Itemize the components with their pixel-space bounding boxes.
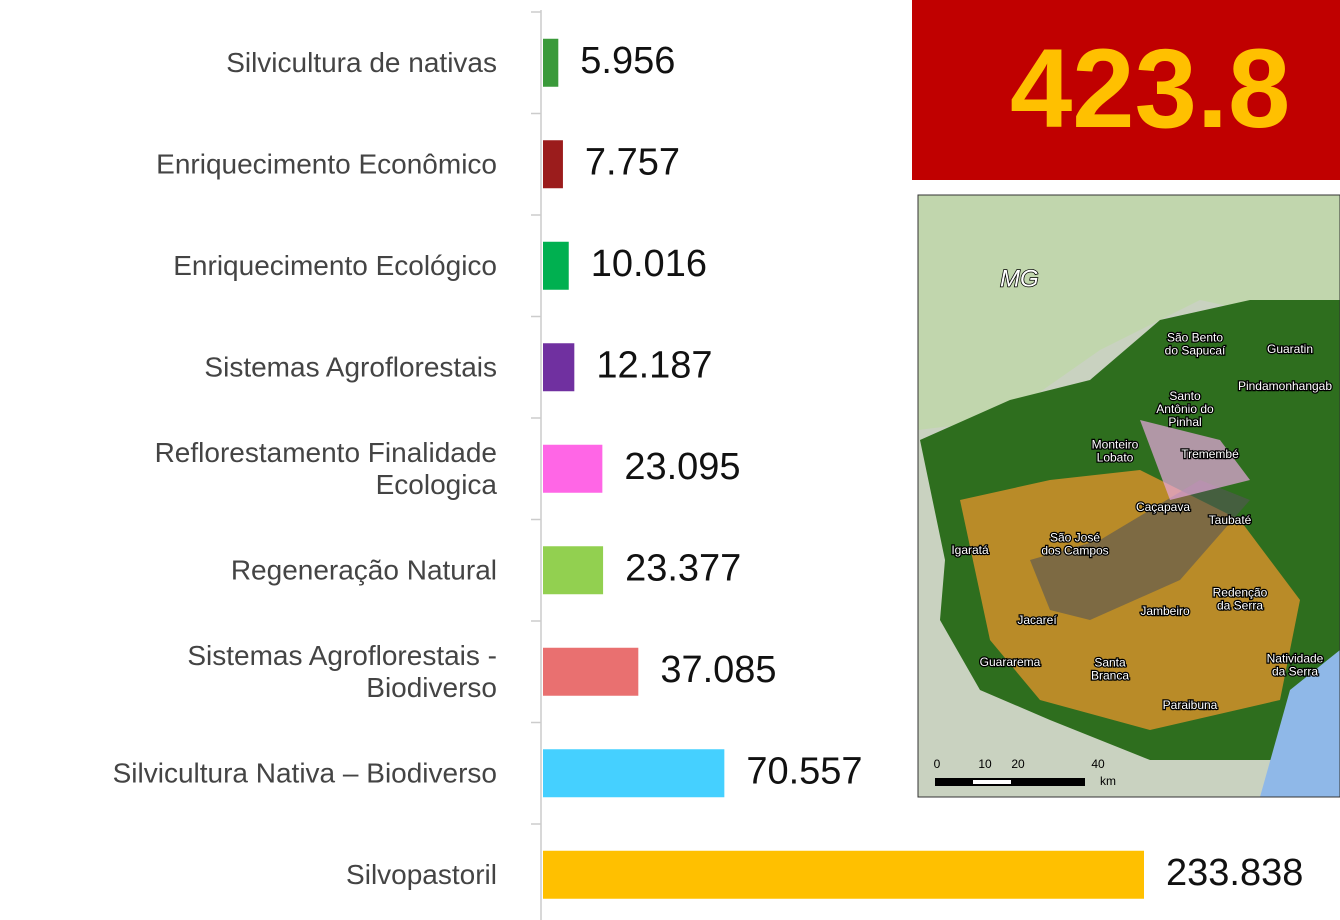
category-label: Silvicultura Nativa – Biodiverso <box>113 758 497 789</box>
bar <box>543 38 559 87</box>
category-label: Reflorestamento Finalidade Ecologica <box>155 437 498 500</box>
value-label: 10.016 <box>591 243 707 285</box>
category-label: Silvopastoril <box>346 859 497 890</box>
map-label: São Bento do Sapucaí <box>1165 331 1226 358</box>
map-labels: MG São Bento do Sapucaí Guaratin Pindamonhan… <box>950 265 1334 714</box>
map-label: MG <box>1000 265 1039 292</box>
value-label: 23.095 <box>624 446 740 488</box>
category-label: Enriquecimento Ecológico <box>173 250 497 281</box>
value-label: 233.838 <box>1166 852 1303 894</box>
bar <box>543 241 569 290</box>
map-label: Jacareí <box>1017 613 1057 627</box>
map-label: Igaratá <box>951 543 989 557</box>
map-label: Natividade da Serra <box>1267 652 1324 679</box>
bar <box>543 749 725 798</box>
value-label: 23.377 <box>625 547 741 589</box>
map-label: Pindamonhangab <box>1238 379 1332 393</box>
map-label: Monteiro Lobato <box>1092 438 1139 465</box>
bar <box>543 647 639 696</box>
bar <box>543 850 1144 899</box>
value-label: 12.187 <box>596 344 712 386</box>
category-label: Sistemas Agroflorestais -Biodiverso <box>187 640 497 703</box>
map-label: Jambeiro <box>1140 604 1190 618</box>
map-label: Santo Antônio do Pinhal <box>1156 389 1214 429</box>
map-label: Paraibuna <box>1163 698 1218 712</box>
map-scale-label: 10 <box>978 757 992 771</box>
map-label: Redenção da Serra <box>1213 586 1268 613</box>
value-label: 37.085 <box>660 649 776 691</box>
map-scale-label: 40 <box>1091 757 1105 771</box>
map-label: Guaratin <box>1267 342 1313 356</box>
category-label: Enriquecimento Econômico <box>156 149 497 180</box>
bar <box>543 343 575 392</box>
map-scale-label: km <box>1100 774 1116 788</box>
map-label: Taubaté <box>1209 513 1252 527</box>
category-label: Silvicultura de nativas <box>226 47 497 78</box>
map-label: Caçapava <box>1136 500 1190 514</box>
bar <box>543 546 604 595</box>
map <box>918 195 1340 797</box>
value-label: 70.557 <box>746 750 862 792</box>
map-label: Tremembé <box>1181 447 1239 461</box>
map-scale-label: 20 <box>1011 757 1025 771</box>
category-label: Sistemas Agroflorestais <box>204 352 497 383</box>
bar <box>543 140 563 189</box>
value-label: 5.956 <box>580 40 675 82</box>
map-label: Santa Branca <box>1091 656 1129 683</box>
bar <box>543 444 603 493</box>
banner <box>912 0 1340 180</box>
category-label: Regeneração Natural <box>231 555 497 586</box>
map-label: São José dos Campos <box>1041 531 1108 558</box>
map-label: Guararema <box>980 655 1041 669</box>
map-scale-label: 0 <box>934 757 941 771</box>
banner-text: 423.8 <box>1010 26 1290 151</box>
value-label: 7.757 <box>585 141 680 183</box>
